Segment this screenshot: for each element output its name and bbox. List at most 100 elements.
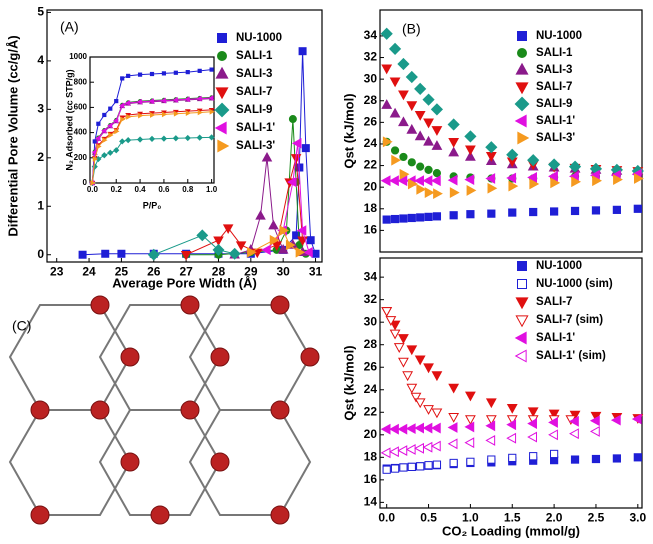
- panel-label: (C): [12, 318, 31, 334]
- x-tick-label: 23: [50, 264, 64, 278]
- marker: [118, 250, 125, 257]
- marker: [433, 461, 440, 468]
- y-tick-label: 200: [74, 153, 88, 162]
- x-tick-label: 1.0: [462, 510, 479, 524]
- marker: [509, 209, 516, 216]
- legend-label: NU-1000 (sim): [536, 278, 613, 290]
- hexagon: [190, 305, 310, 410]
- y-tick-label: 1: [37, 198, 44, 212]
- y-tick-label: 5: [37, 5, 44, 19]
- marker: [186, 71, 189, 74]
- legend-label: SALI-1' (sim): [536, 350, 606, 362]
- marker: [109, 107, 112, 110]
- x-tick-label: 0.5: [420, 510, 437, 524]
- marker: [408, 214, 415, 221]
- legend-label: NU-1000: [536, 260, 582, 272]
- marker: [417, 163, 424, 170]
- legend-label: SALI-7 (sim): [536, 314, 603, 326]
- legend-marker: [518, 49, 527, 58]
- y-tick-label: 20: [364, 179, 378, 193]
- x-tick-label: 0.6: [158, 185, 170, 194]
- legend-label: SALI-3': [236, 140, 275, 152]
- y-axis-label: N₂ Adsorbed (cc STP/g): [64, 69, 74, 170]
- legend-label: SALI-1: [236, 50, 273, 62]
- marker: [307, 237, 314, 244]
- marker: [634, 205, 641, 212]
- marker: [433, 170, 440, 177]
- legend-label: SALI-9: [536, 98, 572, 110]
- node: [121, 348, 139, 366]
- hexagon: [100, 410, 220, 515]
- x-tick-label: 3.0: [629, 510, 646, 524]
- legend-marker: [518, 32, 527, 41]
- legend-label: NU-1000: [236, 32, 282, 44]
- marker: [530, 208, 537, 215]
- panel-label: (A): [60, 19, 79, 35]
- y-tick-label: 28: [364, 93, 378, 107]
- marker: [592, 455, 599, 462]
- x-tick-label: 0.4: [135, 185, 147, 194]
- marker: [467, 458, 474, 465]
- marker: [312, 250, 319, 257]
- node: [181, 401, 199, 419]
- node: [121, 453, 139, 471]
- x-tick-label: 24: [82, 264, 96, 278]
- marker: [592, 207, 599, 214]
- y-tick-label: 4: [37, 53, 44, 67]
- node: [31, 401, 49, 419]
- marker: [400, 464, 407, 471]
- y-tick-label: 24: [364, 136, 378, 150]
- x-tick-label: 0.0: [378, 510, 395, 524]
- legend-label: SALI-1': [236, 122, 275, 134]
- marker: [433, 213, 440, 220]
- legend-label: SALI-7: [536, 81, 572, 93]
- marker: [150, 72, 153, 75]
- node: [31, 506, 49, 524]
- marker: [391, 465, 398, 472]
- marker: [174, 71, 177, 74]
- marker: [417, 463, 424, 470]
- y-axis-label: Qst (kJ/mol): [341, 345, 356, 420]
- y-tick-label: 34: [364, 269, 378, 283]
- x-tick-label: 0.0: [87, 185, 99, 194]
- node: [91, 401, 109, 419]
- y-tick-label: 26: [364, 359, 378, 373]
- legend-label: SALI-3: [236, 68, 272, 80]
- marker: [391, 215, 398, 222]
- hexagon: [100, 305, 220, 410]
- y-tick-label: 800: [74, 77, 88, 86]
- marker: [383, 466, 390, 473]
- marker: [121, 77, 124, 80]
- marker: [127, 74, 130, 77]
- x-axis-label: Average Pore Width (Å): [112, 275, 257, 290]
- y-tick-label: 22: [364, 404, 378, 418]
- marker: [467, 211, 474, 218]
- y-tick-label: 1000: [69, 52, 87, 61]
- x-tick-label: 30: [276, 264, 290, 278]
- marker: [102, 250, 109, 257]
- marker: [425, 213, 432, 220]
- y-axis-label: Qst (kJ/mol): [341, 93, 356, 168]
- marker: [551, 450, 558, 457]
- y-axis-label: Differential Pore Volume (cc/g/Å): [5, 35, 20, 236]
- legend-label: SALI-1: [536, 47, 573, 59]
- y-tick-label: 0: [37, 247, 44, 261]
- legend-marker: [218, 34, 227, 43]
- marker: [299, 48, 306, 55]
- legend-marker: [518, 280, 527, 289]
- y-tick-label: 24: [364, 382, 378, 396]
- marker: [302, 145, 309, 152]
- marker: [425, 166, 432, 173]
- chart-panel: 16182022242628303234Qst (kJ/mol)(B)NU-10…: [341, 10, 643, 252]
- marker: [450, 212, 457, 219]
- marker: [198, 69, 201, 72]
- y-tick-label: 20: [364, 427, 378, 441]
- y-tick-label: 18: [364, 201, 378, 215]
- legend-label: SALI-1': [536, 332, 575, 344]
- y-tick-label: 32: [364, 292, 378, 306]
- y-tick-label: 22: [364, 158, 378, 172]
- marker: [97, 122, 100, 125]
- marker: [613, 455, 620, 462]
- y-tick-label: 30: [364, 71, 378, 85]
